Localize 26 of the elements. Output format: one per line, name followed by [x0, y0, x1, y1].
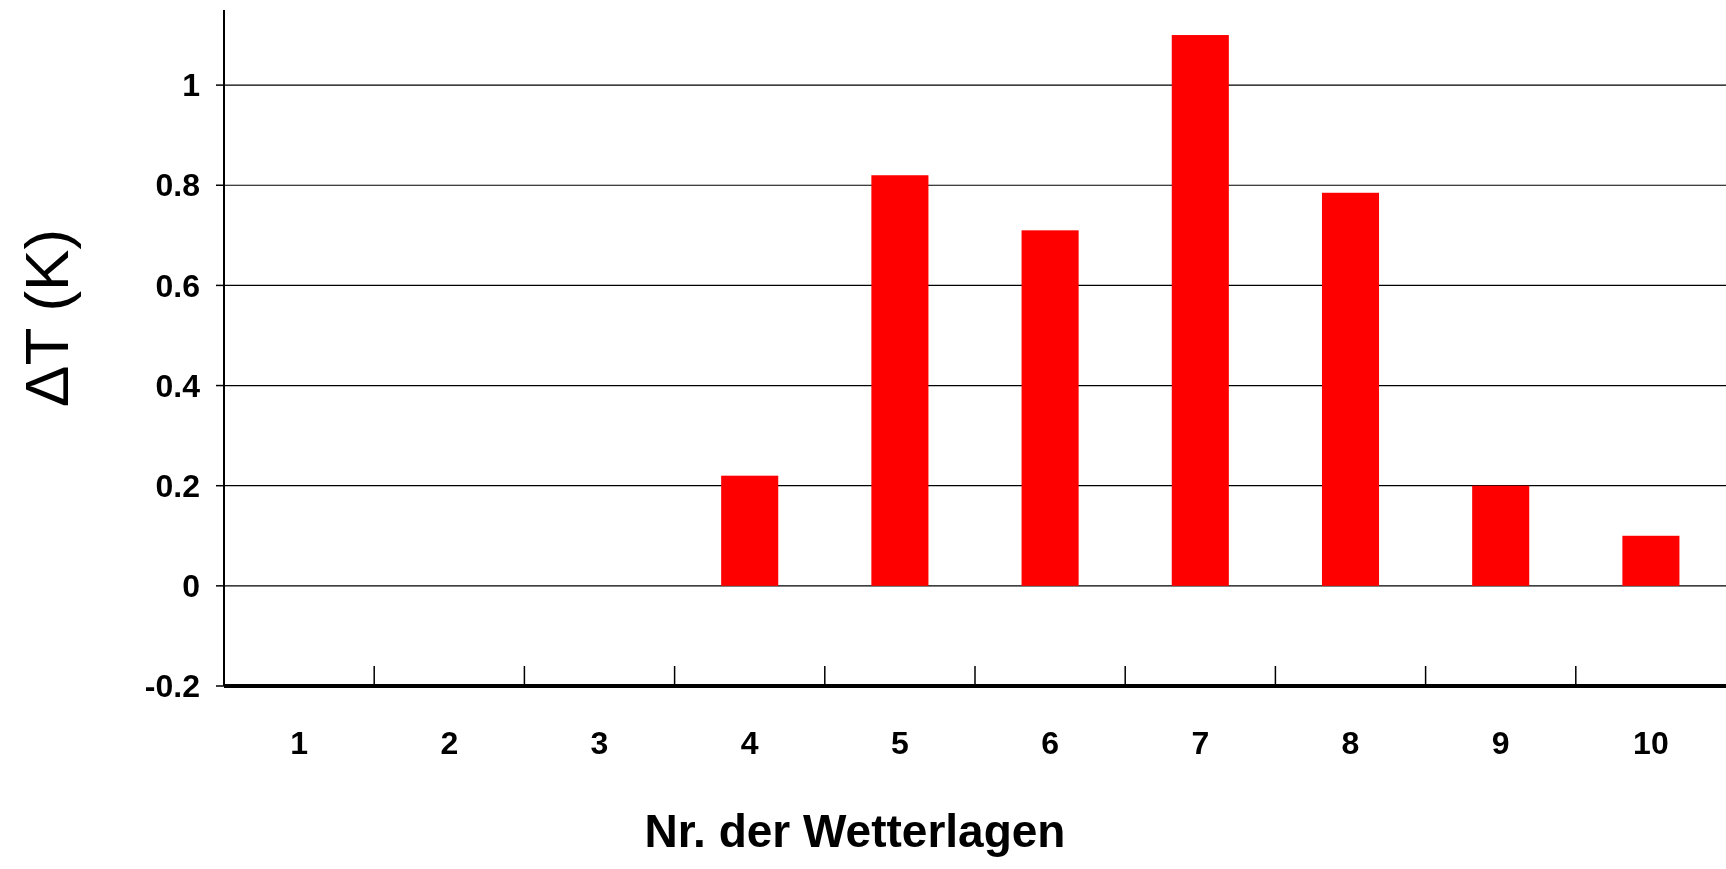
x-tick-label: 4 — [740, 725, 759, 761]
x-axis-title: Nr. der Wetterlagen — [644, 805, 1066, 857]
x-tick-label: 1 — [290, 725, 308, 761]
x-tick-label: 10 — [1633, 725, 1669, 761]
y-tick-label: 0.2 — [155, 467, 200, 504]
bar — [1321, 192, 1380, 586]
bar — [871, 175, 929, 586]
x-tick-label: 5 — [891, 725, 909, 761]
y-axis-title: ΔT (K) — [12, 228, 81, 408]
y-tick-label: 0.4 — [155, 367, 201, 404]
bar — [1021, 230, 1079, 586]
y-tick-label: 0.6 — [155, 267, 200, 304]
x-tick-label: 9 — [1491, 725, 1510, 761]
x-tick-label: 7 — [1191, 725, 1210, 761]
y-tick-label: 0 — [182, 568, 200, 605]
bar — [1171, 35, 1229, 586]
x-tick-label: 3 — [590, 725, 609, 761]
y-tick-label: 1 — [182, 67, 200, 104]
x-tick-label: 8 — [1341, 725, 1360, 761]
x-tick-label: 6 — [1041, 725, 1059, 761]
bar — [1472, 485, 1530, 586]
x-tick-label: 2 — [440, 725, 459, 761]
bar — [1622, 535, 1680, 586]
bar — [721, 475, 779, 586]
y-tick-label: 0.8 — [155, 167, 200, 204]
y-tick-label: -0.2 — [144, 668, 200, 705]
